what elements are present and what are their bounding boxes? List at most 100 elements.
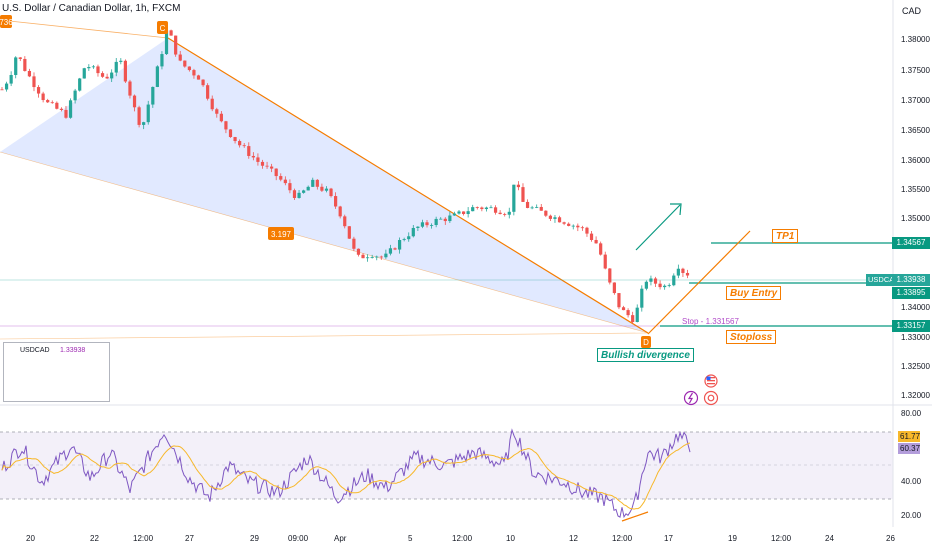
price-tick: 1.33000 <box>901 333 930 342</box>
candle-body <box>4 83 9 90</box>
symbol-title[interactable]: U.S. Dollar / Canadian Dollar, 1h, FXCM <box>2 3 181 14</box>
candle-body <box>137 107 141 125</box>
point-d-label: D <box>643 338 649 347</box>
pattern-lower-edge <box>0 151 649 334</box>
candle-body <box>123 60 127 82</box>
candle-body <box>302 190 306 193</box>
point-x-label: 736 <box>0 18 13 27</box>
price-tick: 1.36000 <box>901 156 930 165</box>
last-price-tag: 1.33938 <box>892 274 930 286</box>
candle-body <box>644 281 648 289</box>
candle-body <box>201 79 205 86</box>
candle-body <box>279 176 283 180</box>
candle-body <box>685 272 690 276</box>
candle-body <box>626 310 630 316</box>
rsi-tick: 80.00 <box>901 409 922 418</box>
legend-value: 1.33938 <box>60 347 86 354</box>
candle-body <box>343 216 347 227</box>
candle-body <box>420 222 425 227</box>
buy-entry-label[interactable]: Buy Entry <box>726 286 782 300</box>
candle-body <box>68 100 73 118</box>
time-tick: 17 <box>664 534 673 543</box>
candle-body <box>164 30 169 55</box>
candle-body <box>621 307 626 311</box>
candle-body <box>466 211 470 215</box>
candle-body <box>142 122 146 125</box>
candle-body <box>238 141 242 146</box>
candle-body <box>507 211 511 215</box>
bullish-divergence-label[interactable]: Bullish divergence <box>597 348 694 362</box>
candle-body <box>215 109 219 114</box>
candle-body <box>366 257 370 259</box>
candle-body <box>649 278 653 282</box>
candle-body <box>55 102 59 109</box>
candle-body <box>484 207 489 210</box>
candle-body <box>110 72 114 79</box>
candle-body <box>681 268 685 273</box>
candle-body <box>461 211 466 215</box>
rsi-band <box>0 432 893 499</box>
rsi-layer <box>1 428 691 519</box>
candle-body <box>489 207 493 209</box>
point-c-label: C <box>160 24 166 33</box>
tp1-label[interactable]: TP1 <box>772 229 799 243</box>
candle-body <box>516 184 521 188</box>
candle-body <box>356 248 361 255</box>
time-tick: 24 <box>825 534 834 543</box>
candle-body <box>612 282 616 294</box>
candle-body <box>9 75 13 84</box>
candles-layer <box>0 26 690 324</box>
candle-body <box>160 54 164 67</box>
stop-price-tag: 1.33157 <box>892 320 930 332</box>
rsi-tick: 20.00 <box>901 511 922 520</box>
direction-arrow-head <box>670 203 682 216</box>
time-tick: 10 <box>506 534 515 543</box>
point-d-marker[interactable] <box>641 336 651 348</box>
candle-body <box>270 166 274 169</box>
candle-body <box>32 76 36 88</box>
price-tick: 1.34000 <box>901 303 930 312</box>
candle-body <box>187 66 191 71</box>
ratio-label: 3.197 <box>271 230 292 239</box>
candle-body <box>672 275 676 286</box>
candle-body <box>411 227 415 237</box>
candle-body <box>498 212 502 215</box>
candle-body <box>589 233 594 240</box>
point-x-marker[interactable] <box>0 15 12 28</box>
pattern-xc-leg <box>0 19 169 39</box>
calendar-icon[interactable] <box>703 390 719 406</box>
candle-body <box>206 85 210 99</box>
candle-body <box>548 215 552 219</box>
candle-body <box>288 183 292 191</box>
candle-body <box>608 268 612 283</box>
candle-body <box>0 89 4 91</box>
lightning-icon[interactable] <box>683 390 699 406</box>
candle-body <box>384 253 388 258</box>
rsi-ma-line <box>1 442 691 510</box>
time-tick: 27 <box>185 534 194 543</box>
candle-body <box>512 184 516 212</box>
candle-body <box>338 206 342 217</box>
candle-body <box>429 225 434 226</box>
candle-body <box>594 239 598 244</box>
candle-body <box>14 57 18 76</box>
candle-body <box>416 226 420 228</box>
time-tick: 26 <box>886 534 895 543</box>
direction-arrow-shaft <box>635 204 681 251</box>
candle-body <box>78 78 82 91</box>
us-flag-icon[interactable] <box>704 374 718 388</box>
candle-body <box>562 222 566 224</box>
legend-box[interactable]: USDCAD 1.33938 <box>3 342 110 402</box>
rsi-value-tag: 61.77 <box>898 431 921 442</box>
candle-body <box>128 81 132 96</box>
point-c-marker[interactable] <box>157 21 168 34</box>
stoploss-label[interactable]: Stoploss <box>726 330 777 344</box>
candle-body <box>557 217 562 223</box>
candle-body <box>247 146 251 156</box>
candle-body <box>535 206 539 208</box>
candle-body <box>352 238 356 249</box>
rsi-tick: 40.00 <box>901 477 922 486</box>
ratio-marker[interactable] <box>268 227 294 240</box>
candle-body <box>425 222 429 226</box>
